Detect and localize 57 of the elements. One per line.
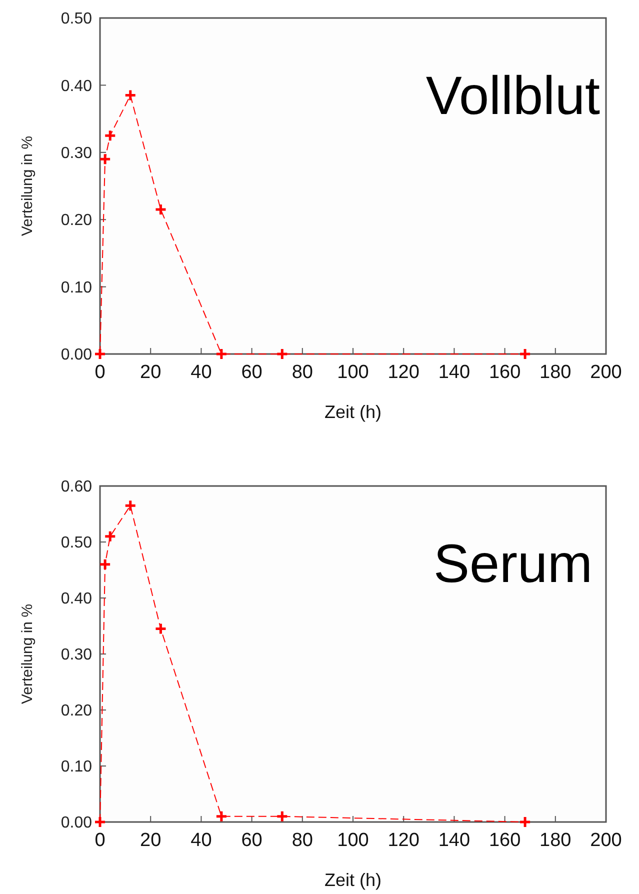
x-tick-label: 180 <box>540 362 572 383</box>
y-tick-label: 0.10 <box>60 758 92 776</box>
point <box>154 622 167 636</box>
x-tick-label: 200 <box>590 830 622 851</box>
y-tick-label: 0.20 <box>60 212 92 230</box>
x-tick-label: 160 <box>488 830 521 851</box>
point <box>98 152 112 166</box>
point <box>94 816 106 828</box>
x-tick-label: 100 <box>337 830 369 851</box>
point <box>154 203 167 216</box>
y-tick-label: 0.40 <box>60 78 92 95</box>
y-tick-label: 0.20 <box>60 702 92 720</box>
y-tick-label: 0.50 <box>60 534 92 552</box>
x-tick-label: 20 <box>140 362 162 383</box>
y-tick-label: 0.30 <box>60 145 92 162</box>
y-axis-title: Verteilung in % <box>19 604 36 704</box>
x-tick-label: 160 <box>488 362 521 383</box>
y-tick-label: 0.00 <box>60 346 92 364</box>
text: Serum <box>433 534 593 594</box>
point <box>98 558 112 571</box>
point <box>94 348 106 360</box>
point <box>124 499 137 512</box>
x-tick-label: 140 <box>438 362 470 383</box>
y-tick-label: 0.50 <box>60 10 92 28</box>
y-tick-label: 0.00 <box>60 814 92 832</box>
point <box>104 129 116 142</box>
x-tick-label: 140 <box>438 830 470 851</box>
x-tick-label: 200 <box>590 362 622 383</box>
x-tick-label: 0 <box>94 362 106 383</box>
y-tick-label: 0.60 <box>60 478 92 496</box>
x-tick-label: 0 <box>94 830 106 851</box>
text: Vollblut <box>426 66 600 126</box>
point <box>276 348 288 360</box>
x-tick-label: 100 <box>337 362 369 383</box>
x-tick-label: 60 <box>241 362 262 383</box>
y-tick-label: 0.10 <box>60 279 92 296</box>
x-tick-label: 60 <box>241 830 262 851</box>
point <box>104 530 116 543</box>
point <box>518 816 532 828</box>
point <box>276 810 288 823</box>
point <box>518 348 532 360</box>
y-axis-title: Verteilung in % <box>19 136 36 236</box>
x-axis-title: Zeit (h) <box>324 870 382 890</box>
x-tick-label: 80 <box>292 362 313 383</box>
x-tick-label: 20 <box>140 830 162 851</box>
x-tick-label: 40 <box>190 362 212 383</box>
point <box>215 348 228 360</box>
y-tick-label: 0.30 <box>60 646 92 664</box>
x-tick-label: 80 <box>292 830 313 851</box>
x-tick-label: 40 <box>190 830 212 851</box>
x-tick-label: 180 <box>540 830 572 851</box>
point <box>215 810 228 823</box>
x-tick-label: 120 <box>388 830 420 851</box>
x-tick-label: 120 <box>388 362 420 383</box>
x-axis-title: Zeit (h) <box>324 402 382 422</box>
point <box>124 89 137 102</box>
y-tick-label: 0.40 <box>60 590 92 608</box>
